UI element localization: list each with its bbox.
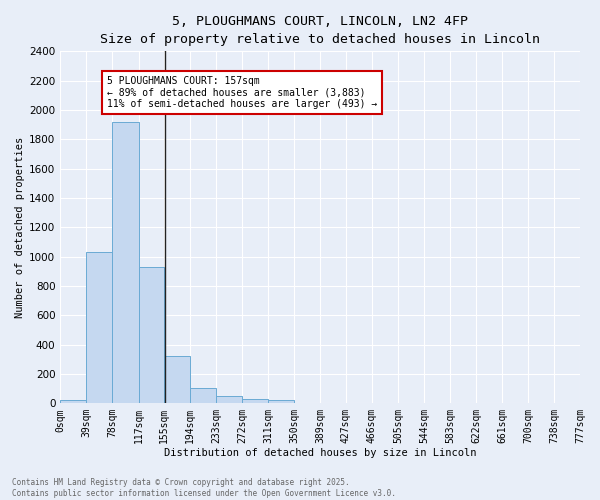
Y-axis label: Number of detached properties: Number of detached properties [15,136,25,318]
Bar [242,400,268,403]
Text: 5 PLOUGHMANS COURT: 157sqm
← 89% of detached houses are smaller (3,883)
11% of s: 5 PLOUGHMANS COURT: 157sqm ← 89% of deta… [107,76,377,109]
Text: Contains HM Land Registry data © Crown copyright and database right 2025.
Contai: Contains HM Land Registry data © Crown c… [12,478,396,498]
Bar [216,396,242,403]
X-axis label: Distribution of detached houses by size in Lincoln: Distribution of detached houses by size … [164,448,476,458]
Bar [268,400,295,403]
Bar [112,122,139,403]
Bar [139,267,164,403]
Title: 5, PLOUGHMANS COURT, LINCOLN, LN2 4FP
Size of property relative to detached hous: 5, PLOUGHMANS COURT, LINCOLN, LN2 4FP Si… [100,15,540,46]
Bar [164,356,190,403]
Bar [86,252,112,403]
Bar [60,400,86,403]
Bar [190,388,216,403]
